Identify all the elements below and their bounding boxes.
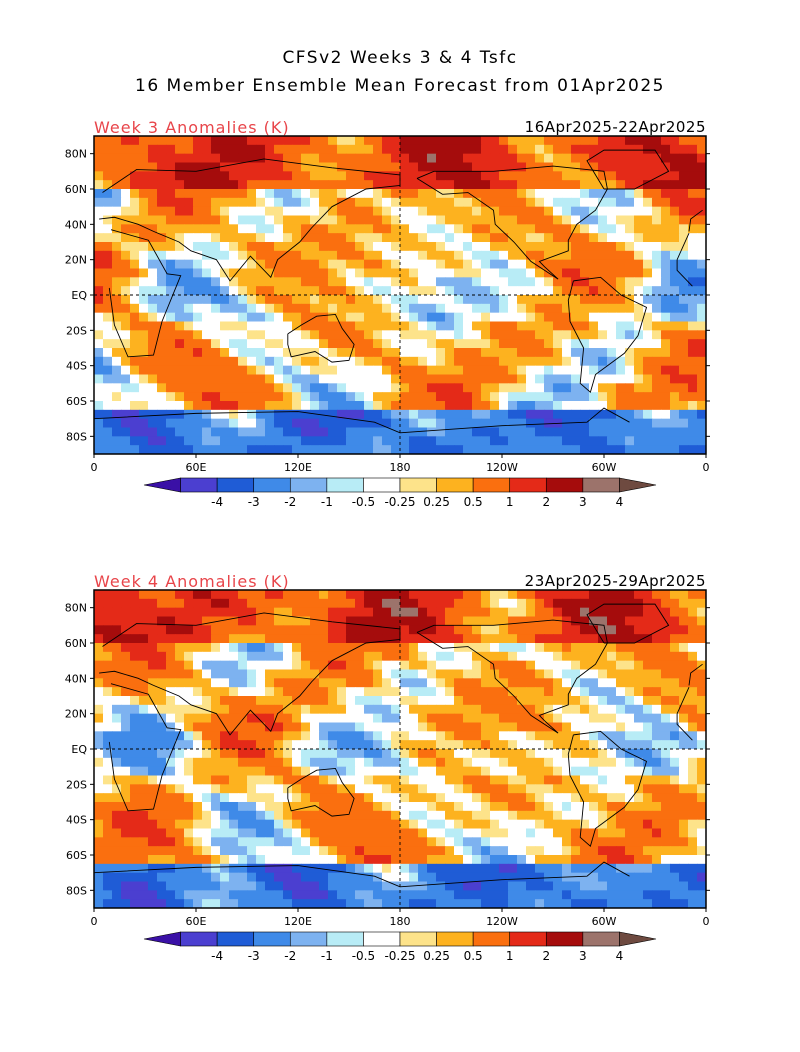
colorbar-label: 0.5	[464, 495, 483, 509]
lat-tick-label: 20S	[66, 324, 87, 337]
colorbar-swatch	[254, 478, 291, 492]
colorbar-swatch	[217, 478, 254, 492]
lat-tick-label: 80N	[65, 602, 87, 615]
lon-tick-label: 60W	[592, 461, 617, 474]
colorbar-high-arrow	[619, 932, 656, 946]
colorbar-swatch	[510, 478, 547, 492]
colorbar-swatch	[437, 478, 474, 492]
lat-tick-label: 60S	[66, 395, 87, 408]
lat-tick-label: 60N	[65, 637, 87, 650]
colorbar-label: 4	[616, 949, 624, 963]
colorbar-swatch	[510, 932, 547, 946]
colorbar-label: 4	[616, 495, 624, 509]
lat-tick-label: 40N	[65, 672, 87, 685]
colorbar: -4 -3 -2 -1 -0.5 -0.25 0.25 0.5 1 2 3 4	[144, 478, 656, 509]
lon-tick-label: 0	[91, 461, 98, 474]
title-line-2: 16 Member Ensemble Mean Forecast from 01…	[0, 76, 800, 96]
colorbar-swatch	[473, 478, 510, 492]
title-line-1: CFSv2 Weeks 3 & 4 Tsfc	[0, 48, 800, 68]
colorbar-swatch	[181, 932, 218, 946]
colorbar-swatch	[546, 932, 583, 946]
colorbar-label: 3	[579, 949, 587, 963]
colorbar-label: -0.25	[384, 495, 415, 509]
lat-tick-label: 40S	[66, 814, 87, 827]
colorbar-swatch	[290, 932, 327, 946]
colorbar-label: -3	[248, 495, 260, 509]
week4-panel: Week 4 Anomalies (K) 23Apr2025-29Apr2025…	[0, 572, 800, 1052]
colorbar-label: 2	[542, 949, 550, 963]
lon-tick-label: 60E	[186, 915, 207, 928]
colorbar-label: -1	[321, 495, 333, 509]
lon-tick-label: 120W	[486, 461, 518, 474]
lat-tick-label: 80S	[66, 430, 87, 443]
colorbar-swatch	[363, 932, 400, 946]
colorbar-high-arrow	[619, 478, 656, 492]
lon-tick-label: 180	[390, 915, 411, 928]
colorbar-label: -0.5	[352, 495, 375, 509]
lon-tick-label: 60E	[186, 461, 207, 474]
colorbar-label: 2	[542, 495, 550, 509]
colorbar-label: 0.25	[423, 495, 450, 509]
colorbar-swatch	[363, 478, 400, 492]
lon-tick-label: 120E	[284, 461, 312, 474]
colorbar-swatch	[181, 478, 218, 492]
lat-tick-label: 80S	[66, 884, 87, 897]
colorbar-label: 1	[506, 495, 514, 509]
colorbar-low-arrow	[144, 478, 181, 492]
colorbar-swatch	[473, 932, 510, 946]
colorbar-swatch	[400, 478, 437, 492]
colorbar-label: -0.25	[384, 949, 415, 963]
colorbar-label: 0.25	[423, 949, 450, 963]
lon-tick-label: 0	[703, 461, 710, 474]
lat-tick-label: EQ	[71, 743, 87, 756]
lat-tick-label: 40N	[65, 218, 87, 231]
colorbar-label: -4	[211, 495, 223, 509]
lat-tick-label: 40S	[66, 360, 87, 373]
lon-tick-label: 0	[703, 915, 710, 928]
lat-tick-label: EQ	[71, 289, 87, 302]
colorbar-swatch	[437, 932, 474, 946]
colorbar-swatch	[254, 932, 291, 946]
colorbar-label: -3	[248, 949, 260, 963]
lat-tick-label: 80N	[65, 148, 87, 161]
lat-tick-label: 20N	[65, 708, 87, 721]
lat-tick-label: 20S	[66, 778, 87, 791]
colorbar-swatch	[583, 478, 620, 492]
colorbar-low-arrow	[144, 932, 181, 946]
colorbar-label: -2	[284, 495, 296, 509]
lat-tick-label: 20N	[65, 254, 87, 267]
lat-tick-label: 60N	[65, 183, 87, 196]
lat-tick-label: 60S	[66, 849, 87, 862]
colorbar-swatch	[217, 932, 254, 946]
colorbar-label: -0.5	[352, 949, 375, 963]
colorbar-swatch	[400, 932, 437, 946]
colorbar-label: -2	[284, 949, 296, 963]
week3-panel: Week 3 Anomalies (K) 16Apr2025-22Apr2025…	[0, 118, 800, 598]
colorbar-label: 3	[579, 495, 587, 509]
colorbar-label: 1	[506, 949, 514, 963]
colorbar-swatch	[546, 478, 583, 492]
lon-tick-label: 120W	[486, 915, 518, 928]
colorbar-swatch	[583, 932, 620, 946]
colorbar-label: -4	[211, 949, 223, 963]
lon-tick-label: 60W	[592, 915, 617, 928]
colorbar-swatch	[327, 478, 364, 492]
lon-tick-label: 0	[91, 915, 98, 928]
colorbar-swatch	[327, 932, 364, 946]
colorbar: -4 -3 -2 -1 -0.5 -0.25 0.25 0.5 1 2 3 4	[144, 932, 656, 963]
colorbar-label: -1	[321, 949, 333, 963]
colorbar-swatch	[290, 478, 327, 492]
lon-tick-label: 120E	[284, 915, 312, 928]
lon-tick-label: 180	[390, 461, 411, 474]
colorbar-label: 0.5	[464, 949, 483, 963]
